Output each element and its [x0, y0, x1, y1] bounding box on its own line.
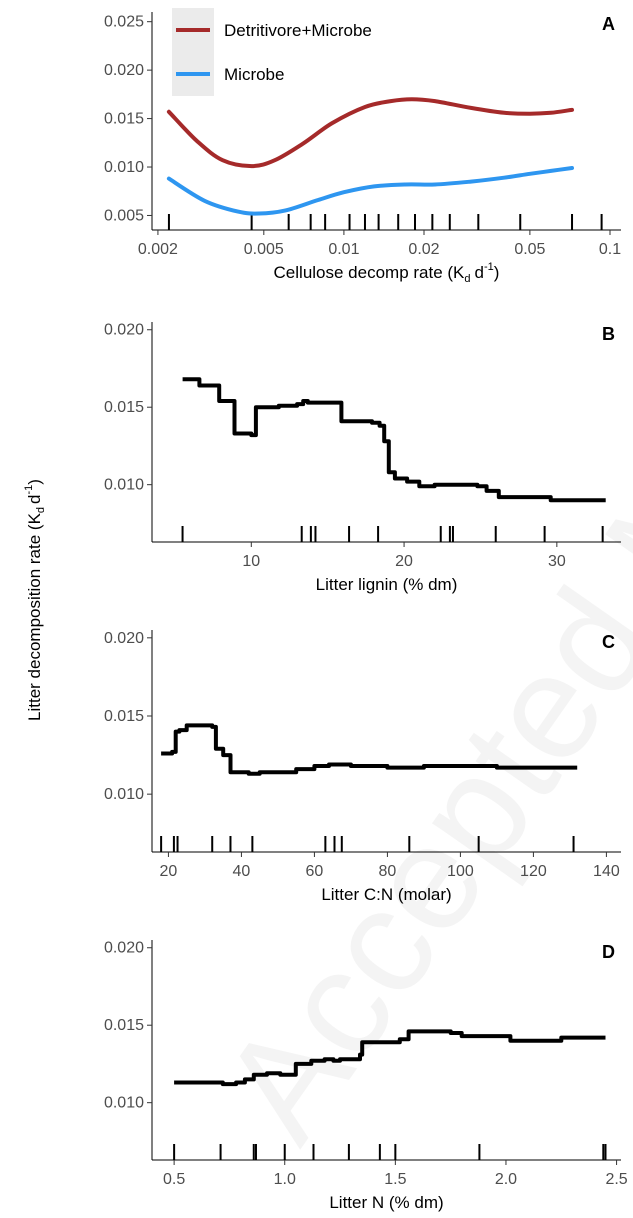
x-axis-title-d: Litter N (% dm) — [329, 1193, 443, 1212]
x-tick-label-c: 20 — [160, 863, 178, 880]
panel-a: 0.005 0.010 0.015 0.020 0.025 0.002 0.005 0.01 0… — [104, 8, 621, 285]
panel-letter-c: C — [602, 632, 615, 652]
y-tick-label-d: 0.020 — [104, 940, 144, 957]
panel-letter-a: A — [602, 14, 615, 34]
panel-letter-b: B — [602, 324, 615, 344]
y-tick-label-b: 0.015 — [104, 399, 144, 416]
panel-d: 0.010 0.015 0.020 0.5 1.0 1.5 2.0 2.5 Litter N (… — [104, 940, 628, 1212]
y-tick-label-a: 0.010 — [104, 159, 144, 176]
y-tick-label-c: 0.020 — [104, 630, 144, 647]
x-tick-label-c: 40 — [233, 863, 251, 880]
y-tick-label-b: 0.010 — [104, 477, 144, 494]
shared-y-axis-title: Litter decomposition rate (Kdd-1) — [23, 479, 47, 721]
x-axis-title-c: Litter C:N (molar) — [321, 885, 451, 904]
x-axis-title-a: Cellulose decomp rate (Kd d-1) — [274, 261, 500, 285]
x-tick-label-c: 140 — [593, 863, 620, 880]
x-axis-title-b: Litter lignin (% dm) — [316, 575, 458, 594]
y-tick-label-a: 0.015 — [104, 111, 144, 128]
x-tick-label-c: 80 — [379, 863, 397, 880]
y-tick-label-a: 0.005 — [104, 207, 144, 224]
y-tick-label-a: 0.020 — [104, 62, 144, 79]
x-tick-label-a: 0.01 — [328, 241, 359, 258]
y-tick-label-b: 0.020 — [104, 322, 144, 339]
x-tick-label-a: 0.05 — [514, 241, 545, 258]
x-tick-label-d: 2.0 — [495, 1171, 517, 1188]
series-line-microbe — [166, 166, 574, 216]
x-tick-label-b: 30 — [548, 553, 566, 570]
series-line-detritivore-microbe — [166, 97, 574, 169]
x-tick-label-c: 60 — [306, 863, 324, 880]
panel-b: 0.010 0.015 0.020 10 20 30 Litter lignin (% dm… — [104, 322, 621, 594]
x-tick-label-d: 1.5 — [384, 1171, 406, 1188]
y-tick-label-d: 0.010 — [104, 1095, 144, 1112]
panel-letter-d: D — [602, 942, 615, 962]
x-tick-label-a: 0.1 — [599, 241, 621, 258]
y-tick-label-c: 0.015 — [104, 708, 144, 725]
legend-label: Microbe — [224, 65, 284, 84]
partial-dependence-line-d — [174, 1029, 606, 1087]
x-tick-label-a: 0.002 — [138, 241, 178, 258]
x-tick-label-d: 2.5 — [605, 1171, 627, 1188]
y-tick-label-c: 0.010 — [104, 786, 144, 803]
y-tick-label-a: 0.025 — [104, 14, 144, 31]
x-tick-label-a: 0.02 — [408, 241, 439, 258]
x-tick-label-c: 100 — [447, 863, 474, 880]
watermark: Accepted M — [189, 423, 633, 1168]
x-tick-label-b: 20 — [395, 553, 413, 570]
x-tick-label-c: 120 — [520, 863, 547, 880]
x-tick-label-d: 1.0 — [274, 1171, 296, 1188]
partial-dependence-line-b — [182, 377, 606, 503]
legend-label: Detritivore+Microbe — [224, 21, 372, 40]
legend-key-background — [172, 8, 214, 96]
shared-y-axis-title-subscript: d — [35, 507, 47, 513]
panel-c: 0.010 0.015 0.020 20 40 60 80 100 120 140 Litter C… — [104, 630, 621, 904]
x-tick-label-d: 0.5 — [163, 1171, 185, 1188]
x-tick-label-a: 0.005 — [244, 241, 284, 258]
x-tick-label-b: 10 — [242, 553, 260, 570]
shared-y-axis-title-superscript: -1 — [23, 485, 35, 495]
partial-dependence-line-c — [161, 723, 578, 776]
y-tick-label-d: 0.015 — [104, 1017, 144, 1034]
